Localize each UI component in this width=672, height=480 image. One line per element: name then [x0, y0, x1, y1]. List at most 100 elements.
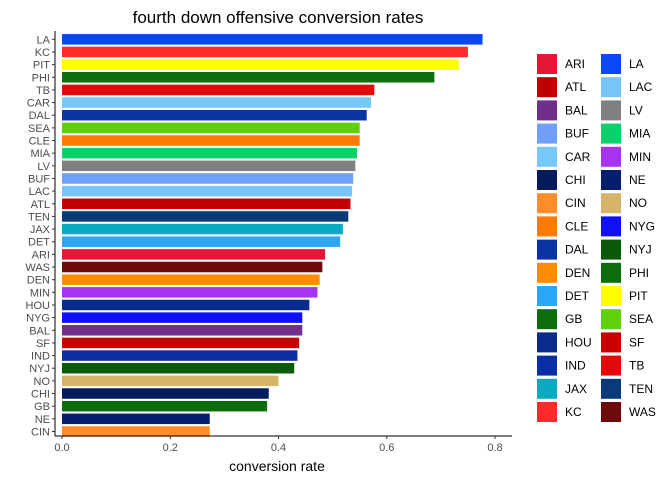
legend-label-hou: HOU	[565, 335, 592, 349]
legend-swatch-pit	[601, 286, 621, 306]
legend-label-atl: ATL	[565, 80, 586, 94]
bar-gb	[62, 400, 268, 412]
x-tick-label: 0.6	[379, 442, 394, 454]
legend-swatch-ari	[537, 54, 557, 74]
bar-kc	[62, 46, 468, 58]
bar-sea	[62, 122, 360, 134]
y-tick-label: NE	[35, 414, 50, 426]
legend-swatch-hou	[537, 332, 557, 353]
y-tick-label: SEA	[28, 123, 51, 135]
y-tick-label: GB	[34, 401, 50, 413]
legend-swatch-phi	[601, 262, 621, 283]
bar-ari	[62, 249, 326, 260]
bar-ne	[62, 413, 210, 425]
legend-label-den: DEN	[565, 266, 590, 280]
legend-swatch-det	[537, 286, 557, 306]
y-tick-label: BAL	[29, 325, 50, 337]
legend-label-dal: DAL	[565, 243, 589, 257]
bar-pit	[62, 59, 459, 70]
legend-swatch-ind	[537, 355, 557, 376]
y-tick-label: JAX	[30, 224, 51, 236]
bar-min	[62, 287, 318, 298]
bar-was	[62, 261, 323, 273]
legend-swatch-dal	[537, 239, 557, 260]
bar-mia	[62, 147, 357, 159]
y-axis: LAKCPITPHITBCARDALSEACLEMIALVBUFLACATLTE…	[25, 31, 56, 438]
legend-swatch-la	[601, 54, 621, 74]
legend-label-ne: NE	[629, 173, 646, 187]
legend-swatch-cin	[537, 193, 557, 214]
y-tick-label: CHI	[31, 389, 50, 401]
y-tick-label: MIN	[30, 287, 50, 299]
legend-label-was: WAS	[629, 405, 656, 419]
legend-label-pit: PIT	[629, 289, 648, 303]
legend-label-jax: JAX	[565, 382, 587, 396]
legend-swatch-cle	[537, 216, 557, 237]
bar-den	[62, 274, 320, 285]
legend: ARI ATL BAL BUF CAR CHI CIN CLE DAL DEN DET GB HOU IN…	[537, 54, 656, 422]
legend-swatch-gb	[537, 309, 557, 330]
legend-label-kc: KC	[565, 405, 582, 419]
legend-label-cin: CIN	[565, 196, 586, 210]
x-tick-label: 0.4	[271, 442, 286, 454]
bar-atl	[62, 198, 351, 210]
x-axis: 0.0 0.2 0.4 0.6 0.8	[54, 435, 512, 454]
bar-cle	[62, 135, 360, 146]
legend-label-nyg: NYG	[629, 219, 655, 233]
bar-nyj	[62, 362, 295, 374]
legend-label-lac: LAC	[629, 80, 653, 94]
y-tick-label: DET	[28, 237, 50, 249]
x-tick-label: 0.2	[163, 442, 178, 454]
y-tick-label: NYJ	[29, 363, 50, 375]
chart-title: fourth down offensive conversion rates	[133, 8, 424, 27]
legend-swatch-ne	[601, 170, 621, 190]
legend-label-bal: BAL	[565, 103, 588, 117]
bar-tb	[62, 84, 375, 96]
legend-label-no: NO	[629, 196, 647, 210]
y-tick-label: TEN	[28, 211, 50, 223]
bar-buf	[62, 173, 354, 184]
y-tick-label: SF	[36, 338, 50, 350]
y-tick-label: NO	[34, 376, 51, 388]
legend-label-ari: ARI	[565, 57, 585, 71]
bar-phi	[62, 72, 435, 83]
legend-label-car: CAR	[565, 150, 591, 164]
legend-swatch-jax	[537, 378, 557, 399]
legend-swatch-car	[537, 146, 557, 167]
legend-label-la: LA	[629, 57, 644, 71]
x-tick-label: 0.0	[54, 442, 69, 454]
bar-ten	[62, 211, 349, 222]
y-tick-label: LAC	[29, 186, 50, 198]
legend-label-sea: SEA	[629, 312, 653, 326]
legend-label-det: DET	[565, 289, 590, 303]
legend-swatch-tb	[601, 355, 621, 376]
y-tick-label: HOU	[26, 300, 51, 312]
legend-swatch-bal	[537, 100, 557, 121]
bar-jax	[62, 223, 343, 235]
bar-ind	[62, 350, 298, 361]
legend-swatch-sea	[601, 309, 621, 330]
y-tick-label: TB	[36, 85, 50, 97]
bar-bal	[62, 325, 303, 336]
y-tick-label: NYG	[26, 313, 50, 325]
y-tick-label: IND	[31, 351, 50, 363]
legend-swatch-atl	[537, 77, 557, 98]
legend-label-cle: CLE	[565, 219, 588, 233]
legend-swatch-min	[601, 146, 621, 167]
y-tick-label: CLE	[29, 136, 50, 148]
y-tick-label: DAL	[29, 110, 50, 122]
legend-swatch-nyg	[601, 216, 621, 237]
y-tick-label: LA	[37, 34, 51, 46]
bar-lv	[62, 160, 356, 172]
legend-label-ind: IND	[565, 359, 586, 373]
y-tick-label: ARI	[32, 249, 50, 261]
y-tick-label: PIT	[33, 60, 50, 72]
legend-label-min: MIN	[629, 150, 651, 164]
legend-swatch-ten	[601, 378, 621, 399]
bar-hou	[62, 299, 310, 311]
y-tick-label: CAR	[27, 98, 50, 110]
bar-lac	[62, 185, 353, 197]
y-tick-label: ATL	[31, 199, 50, 211]
legend-swatch-no	[601, 193, 621, 214]
